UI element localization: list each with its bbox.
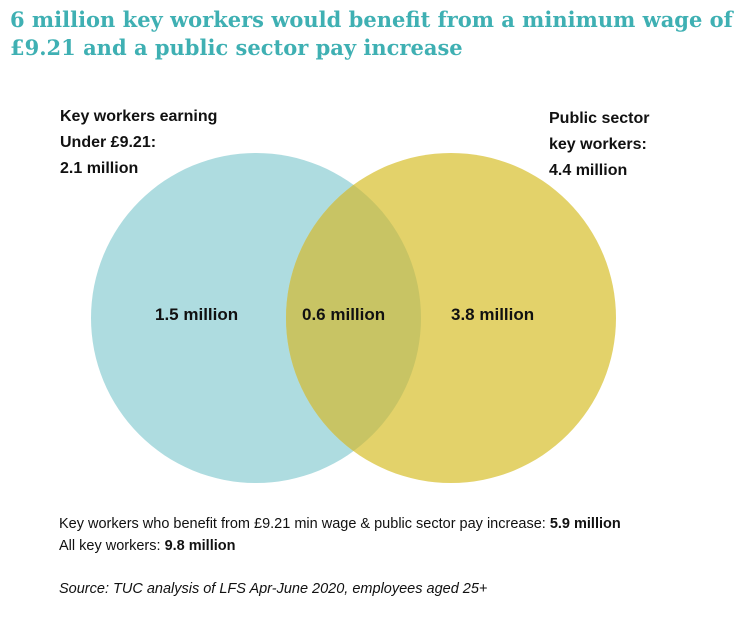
chart-title: 6 million key workers would benefit from… [10,7,733,60]
left-only-value: 1.5 million [155,305,239,324]
footnote-beneficiaries: Key workers who benefit from £9.21 min w… [59,516,621,532]
left-set-label-line: Key workers earning [60,108,218,125]
right-set-label-line: Public sector [549,110,650,127]
left-set-label-line: 2.1 million [60,160,139,177]
footnote-all-key-workers-value: 9.8 million [164,538,236,554]
left-set-label: Key workers earning Under £9.21: 2.1 mil… [60,104,217,182]
footnote-beneficiaries-value: 5.9 million [549,516,621,532]
source-note: Source: TUC analysis of LFS Apr-June 202… [59,581,488,597]
left-set-label-line: Under £9.21: [60,134,157,151]
right-set-label: Public sector key workers: 4.4 million [549,106,649,184]
right-set-label-line: 4.4 million [549,162,628,179]
footnote-all-key-workers: All key workers: 9.8 million [59,538,235,554]
footnote-all-key-workers-text: All key workers: [59,538,165,554]
right-only-value: 3.8 million [451,305,535,324]
overlap-value: 0.6 million [302,305,386,324]
footnote-beneficiaries-text: Key workers who benefit from £9.21 min w… [59,516,550,532]
overlap-region [286,153,421,483]
right-set-label-line: key workers: [549,136,647,153]
